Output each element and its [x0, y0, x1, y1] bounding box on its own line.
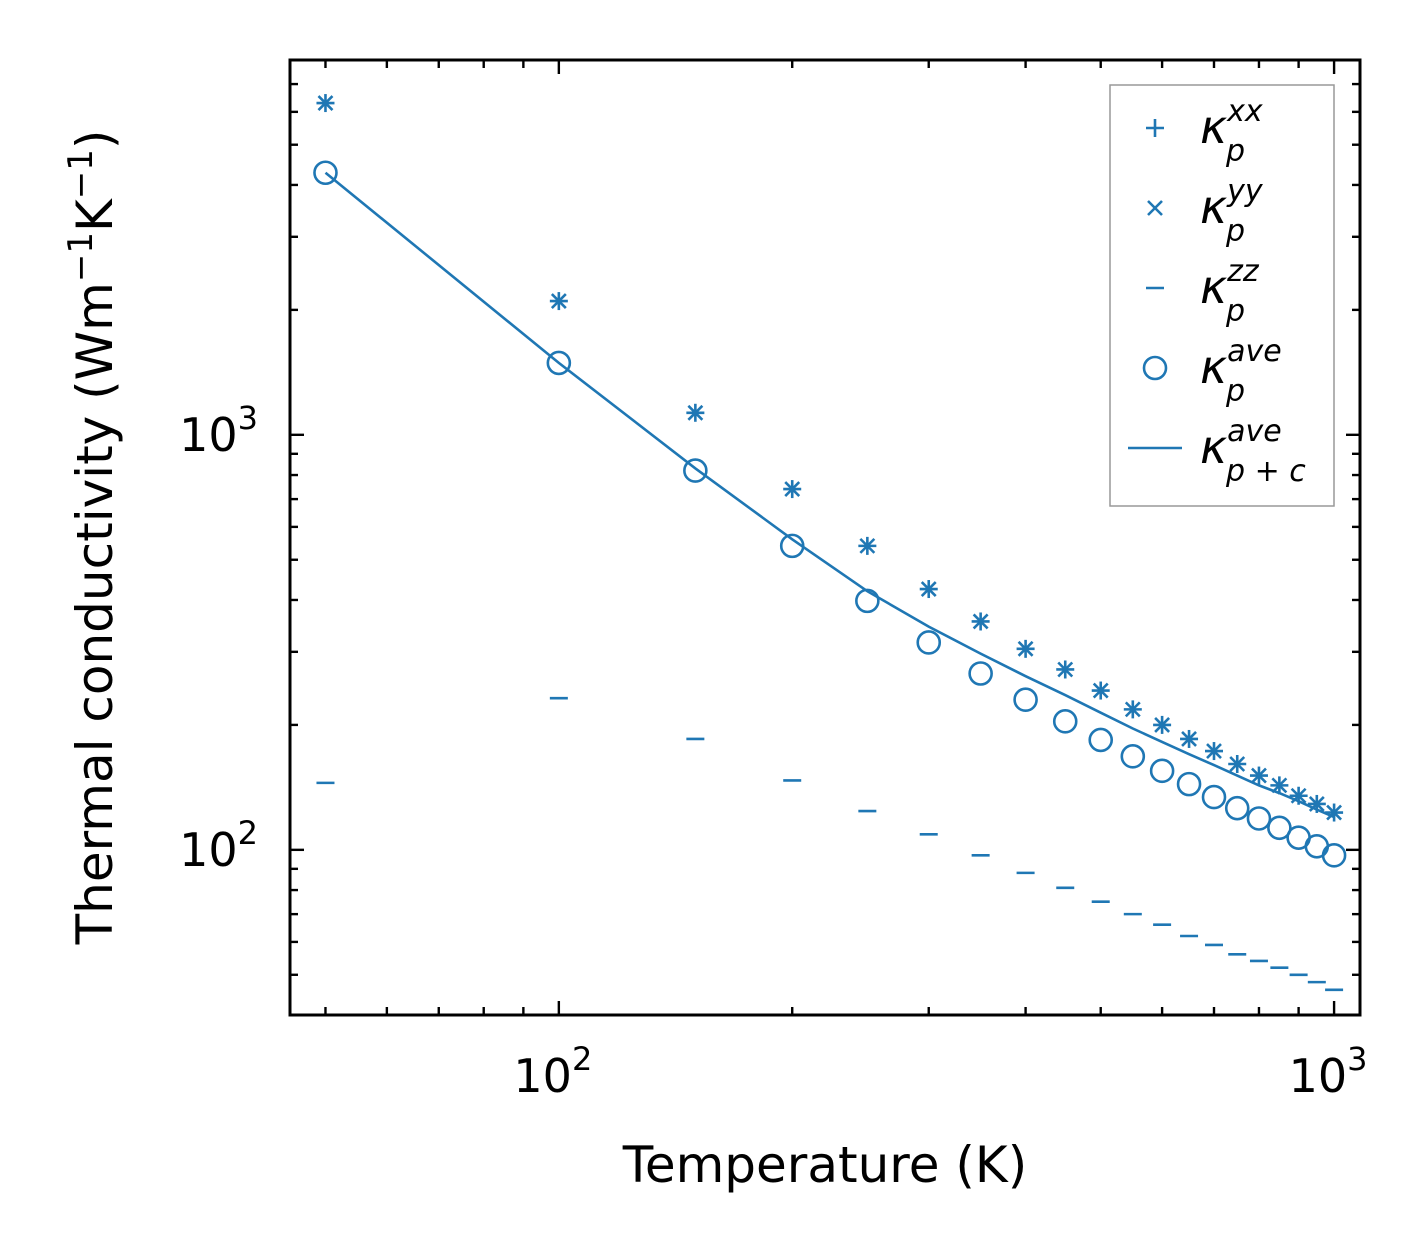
series-kyy — [317, 95, 1343, 821]
legend-label-kzz: κzz p — [1200, 254, 1260, 329]
y-label-exp2: −1 — [61, 149, 101, 199]
data-point-kyy — [1251, 767, 1267, 784]
data-point-kyy — [1229, 756, 1246, 772]
x-tick-label: 102 — [513, 1040, 592, 1103]
data-point-kave — [855, 588, 880, 614]
data-point-kave — [1149, 758, 1175, 784]
data-point-kave — [1246, 806, 1272, 831]
legend-entry-kxx: κxx p — [1146, 94, 1263, 169]
data-point-kyy — [920, 581, 937, 597]
y-tick-label: 103 — [179, 399, 258, 462]
legend-marker-shape-x — [1147, 200, 1163, 216]
series-line-kave_pc — [324, 171, 1335, 819]
plot-area — [313, 94, 1347, 992]
data-point-kave — [1013, 687, 1038, 713]
data-point-kave — [1201, 784, 1227, 810]
data-point-kyy — [859, 537, 876, 554]
y-label-main: Thermal conductivity (Wm — [66, 282, 124, 945]
legend-frame — [1109, 84, 1335, 507]
x-tick-exp: 2 — [572, 1040, 592, 1078]
data-point-kyy — [1017, 640, 1034, 657]
x-tick-exp: 3 — [1347, 1040, 1367, 1078]
plot-frame — [288, 58, 1362, 1017]
legend-entry-kave-pc: κave p + c — [1128, 414, 1306, 489]
legend-marker-circle — [1142, 355, 1168, 381]
y-tick-label: 102 — [179, 814, 258, 877]
y-tick-base: 10 — [179, 408, 238, 462]
data-point-kyy — [1206, 743, 1222, 759]
x-axis-label: Temperature (K) — [622, 1136, 1027, 1194]
data-point-kave — [1052, 709, 1078, 734]
y-tick-base: 10 — [179, 823, 238, 877]
data-point-kave — [1176, 771, 1202, 797]
data-point-kyy — [1124, 701, 1141, 718]
data-point-kave — [1321, 843, 1347, 868]
data-point-kave — [1267, 815, 1292, 841]
legend-marker-shape-plus — [1146, 119, 1164, 137]
legend-entry-kave: κave p — [1142, 334, 1282, 409]
y-label-mid: K — [66, 198, 124, 232]
data-point-kyy — [972, 613, 989, 630]
x-tick-base: 10 — [1289, 1049, 1348, 1103]
legend-entry-kyy: κyy p — [1147, 174, 1264, 249]
data-point-kyy — [1181, 731, 1197, 747]
data-point-kave — [1304, 833, 1330, 859]
series-kzz — [316, 696, 1344, 992]
data-point-kave — [313, 160, 338, 186]
y-tick-exp: 3 — [238, 399, 258, 437]
data-point-kyy — [1092, 682, 1109, 699]
y-axis-label: Thermal conductivity (Wm−1K−1) — [61, 130, 124, 946]
legend-marker-shape-circle — [1142, 355, 1168, 381]
data-point-kave — [916, 630, 942, 655]
legend-label-kave: κave p — [1200, 334, 1282, 409]
data-point-kyy — [687, 404, 704, 421]
legend-marker-x — [1147, 200, 1163, 216]
data-point-kave — [546, 350, 572, 376]
data-point-kave — [968, 661, 993, 686]
y-label-exp1: −1 — [61, 232, 101, 282]
y-tick-exp: 2 — [238, 814, 258, 852]
data-point-kave — [1224, 795, 1250, 821]
x-tick-label: 103 — [1289, 1040, 1368, 1103]
data-point-kyy — [317, 95, 334, 111]
data-point-kyy — [1154, 716, 1171, 733]
legend-label-kyy: κyy p — [1200, 174, 1264, 249]
y-label-end: ) — [66, 130, 124, 150]
data-point-kave — [1120, 744, 1146, 769]
legend-entry-kzz: κzz p — [1146, 254, 1260, 329]
data-point-kyy — [784, 481, 801, 498]
series-kave_pc — [324, 171, 1335, 819]
data-point-kave — [1088, 727, 1114, 753]
legend: κxx p κyy p κzz p κave p κave p + c — [1109, 84, 1335, 507]
data-point-kyy — [550, 293, 567, 309]
legend-label-kave-pc: κave p + c — [1200, 414, 1306, 489]
data-point-kave — [683, 458, 708, 483]
data-point-kyy — [1057, 661, 1074, 678]
legend-label-kxx: κxx p — [1200, 94, 1263, 169]
x-axis: 102 103 — [324, 60, 1368, 1103]
data-point-kyy — [1326, 804, 1343, 821]
legend-marker-plus — [1146, 119, 1164, 137]
x-tick-base: 10 — [513, 1049, 572, 1103]
